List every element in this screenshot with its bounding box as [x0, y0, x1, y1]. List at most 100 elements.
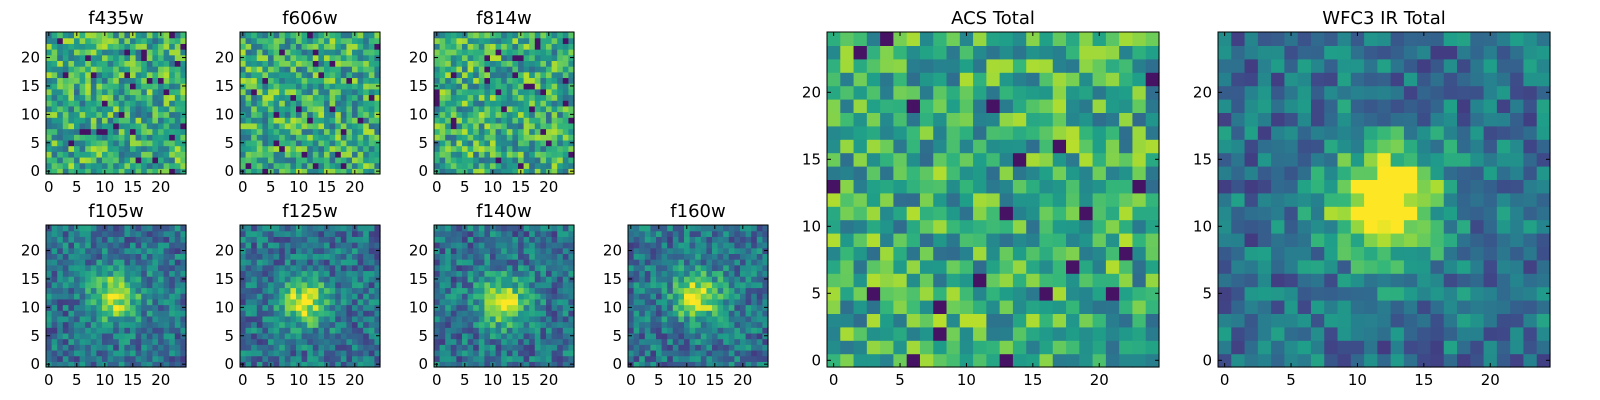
heatmap-cell: [352, 139, 359, 147]
heatmap-cell: [478, 49, 485, 56]
heatmap-cell: [518, 281, 525, 289]
heatmap-cell: [512, 315, 519, 323]
heatmap-cell: [85, 111, 92, 118]
heatmap-cell: [307, 43, 314, 50]
heatmap-cell: [324, 293, 331, 300]
heatmap-cell: [102, 71, 109, 79]
heatmap-cell: [467, 321, 474, 328]
heatmap-cell: [256, 156, 263, 164]
heatmap-cell: [999, 353, 1014, 368]
heatmap-cell: [296, 100, 303, 107]
heatmap-cell: [340, 361, 347, 368]
heatmap-cell: [529, 162, 536, 169]
heatmap-cell: [284, 321, 291, 328]
heatmap-cell: [478, 151, 485, 158]
heatmap-cell: [146, 156, 153, 164]
heatmap-cell: [734, 270, 741, 277]
heatmap-cell: [639, 355, 646, 362]
heatmap-cell: [880, 353, 894, 368]
heatmap-cell: [374, 293, 381, 300]
heatmap-cell: [973, 300, 987, 314]
heatmap-cell: [644, 281, 651, 289]
heatmap-cell: [46, 151, 53, 158]
heatmap-cell: [512, 111, 519, 118]
heatmap-cell: [79, 225, 86, 232]
heatmap-cell: [1105, 233, 1120, 247]
heatmap-cell: [501, 100, 508, 107]
heatmap-cell: [301, 310, 308, 317]
heatmap-cell: [368, 264, 375, 272]
heatmap-cell: [46, 253, 53, 260]
heatmap-cell: [490, 54, 497, 61]
heatmap-cell: [650, 304, 657, 311]
heatmap-cell: [434, 242, 441, 249]
heatmap-cell: [484, 128, 491, 135]
heatmap-cell: [357, 54, 364, 61]
heatmap-cell: [324, 264, 331, 272]
heatmap-cell: [273, 253, 280, 260]
heatmap-cell: [534, 344, 541, 351]
heatmap-cell: [439, 60, 446, 67]
heatmap-cell: [158, 230, 165, 237]
heatmap-cell: [490, 287, 497, 294]
heatmap-cell: [462, 344, 469, 351]
heatmap-cell: [986, 340, 1001, 355]
heatmap-cell: [751, 344, 758, 351]
heatmap-cell: [546, 111, 553, 118]
heatmap-cell: [529, 100, 536, 107]
heatmap-cell: [85, 332, 92, 340]
heatmap-cell: [893, 340, 908, 355]
heatmap-cell: [1079, 273, 1094, 288]
heatmap-cell: [340, 321, 347, 328]
heatmap-cell: [712, 332, 719, 340]
heatmap-cell: [324, 247, 331, 254]
heatmap-cell: [368, 88, 375, 96]
heatmap-cell: [456, 344, 463, 351]
heatmap-cell: [340, 276, 347, 283]
heatmap-cell: [1092, 246, 1107, 261]
heatmap-cell: [672, 327, 679, 334]
heatmap-cell: [1105, 313, 1120, 328]
heatmap-cell: [529, 242, 536, 249]
heatmap-cell: [827, 166, 841, 180]
heatmap-cell: [546, 117, 553, 124]
heatmap-cell: [740, 327, 747, 334]
heatmap-cell: [1119, 326, 1134, 341]
heatmap-cell: [90, 111, 97, 118]
panel-title: f125w: [282, 201, 337, 222]
heatmap-cell: [180, 321, 187, 328]
heatmap-cell: [163, 168, 170, 175]
heatmap-cell: [346, 156, 353, 164]
heatmap-cell: [268, 162, 275, 169]
heatmap-cell: [363, 230, 370, 237]
heatmap-cell: [1105, 300, 1120, 314]
heatmap-cell: [368, 54, 375, 61]
heatmap-cell: [146, 242, 153, 249]
heatmap-cell: [1079, 179, 1094, 194]
heatmap-cell: [90, 122, 97, 130]
heatmap-cell: [363, 310, 370, 317]
heatmap-cell: [130, 247, 137, 254]
heatmap-cell: [57, 236, 64, 243]
heatmap-cell: [529, 349, 536, 357]
heatmap-cell: [290, 281, 297, 289]
heatmap-cell: [495, 338, 502, 345]
heatmap-cell: [568, 128, 575, 135]
heatmap-cell: [684, 332, 691, 340]
heatmap-cell: [301, 111, 308, 118]
heatmap-cell: [279, 122, 286, 130]
heatmap-cell: [284, 111, 291, 118]
heatmap-cell: [551, 287, 558, 294]
heatmap-cell: [79, 242, 86, 249]
heatmap-cell: [169, 321, 176, 328]
heatmap-cell: [484, 344, 491, 351]
heatmap-cell: [546, 344, 553, 351]
heatmap-cell: [307, 270, 314, 277]
heatmap-cell: [279, 225, 286, 232]
heatmap-cell: [540, 117, 547, 124]
heatmap-cell: [840, 233, 855, 247]
heatmap-cell: [107, 156, 114, 164]
heatmap-cell: [340, 230, 347, 237]
heatmap-cell: [467, 338, 474, 345]
heatmap-cell: [628, 264, 635, 272]
